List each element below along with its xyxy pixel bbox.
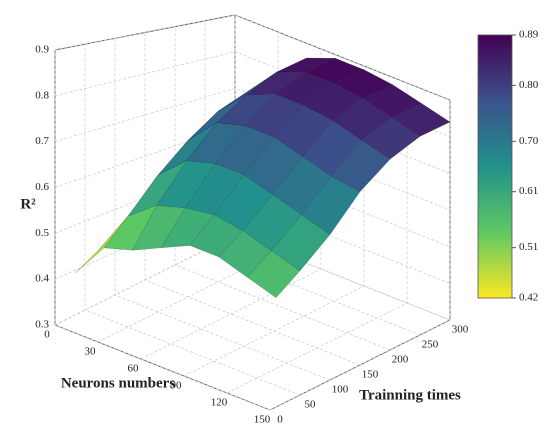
axis-labels: R² Neurons numbers Trainning times — [20, 196, 461, 403]
y-axis-title: Trainning times — [359, 387, 461, 403]
colorbar-tick-label: 0.42 — [519, 292, 538, 304]
axes-box: 0 30 60 90 120 150 0 50 100 150 200 250 300 0.3 0.4 0.5… — [35, 14, 469, 426]
z-tick-label: 0.8 — [35, 89, 49, 101]
y-tick-label: 300 — [452, 324, 469, 336]
x-tick-label: 60 — [128, 363, 140, 375]
colorbar-tick-label: 0.70 — [519, 135, 539, 147]
y-tick-label: 150 — [362, 369, 379, 381]
surface — [75, 57, 451, 299]
colorbar-tick-label: 0.61 — [519, 185, 538, 197]
y-tick-label: 250 — [422, 339, 439, 351]
x-axis-title: Neurons numbers — [61, 375, 175, 391]
x-tick-label: 0 — [44, 329, 50, 341]
colorbar-gradient — [477, 34, 513, 299]
z-tick-label: 0.5 — [35, 227, 49, 239]
x-tick-label: 150 — [254, 414, 271, 426]
y-tick-label: 50 — [305, 399, 317, 411]
z-tick-label: 0.4 — [35, 273, 49, 285]
y-tick-label: 100 — [332, 384, 349, 396]
z-tick-label: 0.3 — [35, 319, 49, 331]
grid-line — [54, 161, 451, 248]
z-tick-label: 0.6 — [35, 181, 49, 193]
y-tick-label: 0 — [277, 414, 283, 426]
colorbar-tick-label: 0.89 — [519, 29, 539, 41]
colorbar-tick-label: 0.51 — [519, 241, 538, 253]
y-tick-label: 200 — [392, 354, 409, 366]
z-tick-label: 0.7 — [35, 135, 49, 147]
z-tick-label: 0.9 — [35, 44, 49, 56]
grid-line — [84, 44, 301, 396]
colorbar: 0.42 0.51 0.70 0.61 0.80 0.89 — [477, 29, 539, 304]
x-tick-label: 90 — [171, 380, 183, 392]
grid-line — [54, 51, 451, 138]
z-axis-title: R² — [20, 196, 36, 212]
x-tick-label: 30 — [85, 346, 97, 358]
grid-line — [54, 14, 451, 101]
surface-patch — [246, 250, 301, 299]
x-tick-label: 120 — [211, 397, 228, 409]
colorbar-tick-label: 0.80 — [519, 79, 539, 91]
